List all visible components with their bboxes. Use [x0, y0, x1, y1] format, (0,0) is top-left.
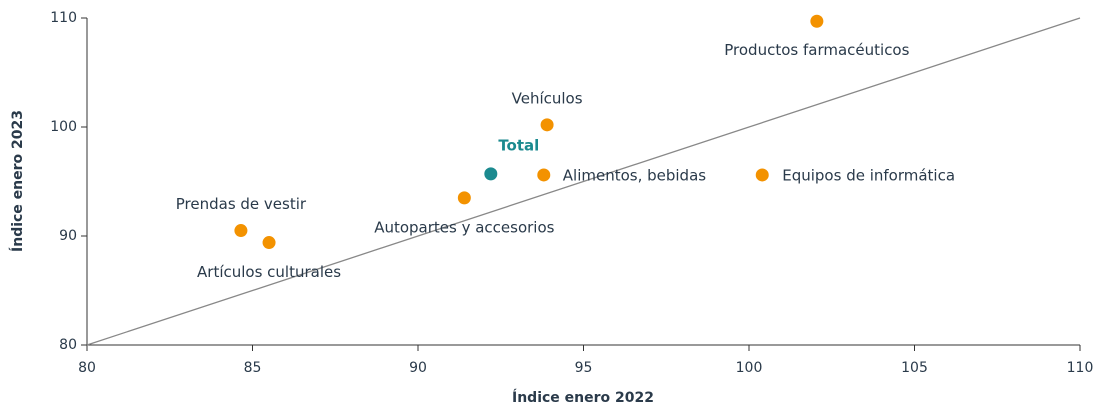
point	[810, 14, 824, 28]
x-tick-label: 105	[901, 360, 928, 376]
x-axis-label: Índice enero 2022	[512, 389, 654, 406]
y-axis-label: Índice enero 2023	[9, 110, 26, 252]
point-label: Prendas de vestir	[176, 195, 307, 213]
point	[540, 118, 554, 132]
point-label: Total	[498, 136, 539, 154]
point-label: Productos farmacéuticos	[724, 41, 909, 59]
point	[457, 191, 471, 205]
point	[484, 167, 498, 181]
point-label: Alimentos, bebidas	[563, 166, 707, 184]
point	[755, 168, 769, 182]
y-tick-label: 100	[50, 119, 77, 135]
x-tick-label: 85	[244, 360, 262, 376]
x-tick-label: 80	[78, 360, 96, 376]
point-label: Artículos culturales	[197, 263, 341, 281]
y-tick-label: 90	[59, 228, 77, 244]
x-tick-label: 90	[409, 360, 427, 376]
point	[262, 236, 276, 250]
x-tick-label: 95	[575, 360, 593, 376]
y-tick-label: 80	[59, 337, 77, 353]
point	[234, 224, 248, 238]
x-tick-label: 100	[736, 360, 763, 376]
point	[537, 168, 551, 182]
point-label: Vehículos	[512, 89, 583, 107]
point-label: Equipos de informática	[782, 166, 955, 184]
reference-line	[86, 17, 1081, 346]
x-tick-label: 110	[1067, 360, 1094, 376]
y-tick-label: 110	[50, 10, 77, 26]
point-label: Autopartes y accesorios	[374, 218, 554, 236]
